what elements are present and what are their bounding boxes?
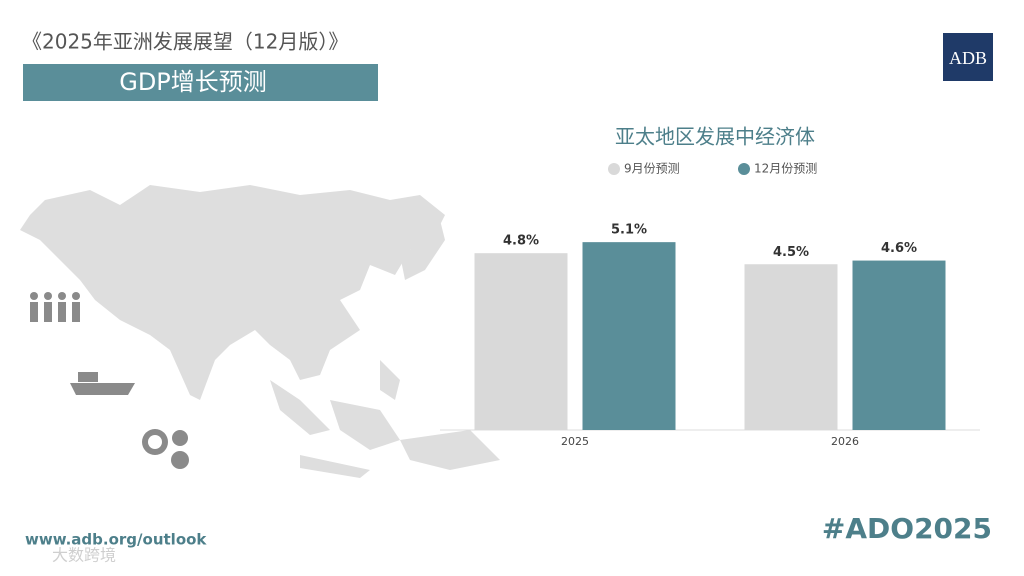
icon-gears [142,429,189,469]
value-label: 4.5% [773,245,809,260]
logo-text: ADB [949,48,987,68]
chart-title: 亚太地区发展中经济体 [615,125,815,149]
value-label: 4.6% [881,241,917,256]
legend-label: 9月份预测 [624,162,680,176]
banner-text: GDP增长预测 [119,68,267,96]
legend-label: 12月份预测 [754,162,817,176]
legend-marker [738,163,750,175]
footer-hashtag: #ADO2025 [822,512,992,545]
icon-people [30,292,80,322]
x-tick-label: 2025 [561,435,589,448]
map [20,185,500,478]
footer-url: www.adb.org/outlook [25,531,207,549]
bar [852,260,946,430]
slide-title: 《2025年亚洲发展展望（12月版）》 [22,30,348,54]
bar [582,242,676,430]
bar [744,264,838,430]
legend-marker [608,163,620,175]
x-tick-label: 2026 [831,435,859,448]
logo-box [943,33,993,81]
value-label: 5.1% [611,223,647,238]
bar [474,253,568,430]
banner [23,64,378,101]
watermark: 大数跨境 [52,546,116,565]
value-label: 4.8% [503,234,539,249]
icon-ship [70,372,135,395]
